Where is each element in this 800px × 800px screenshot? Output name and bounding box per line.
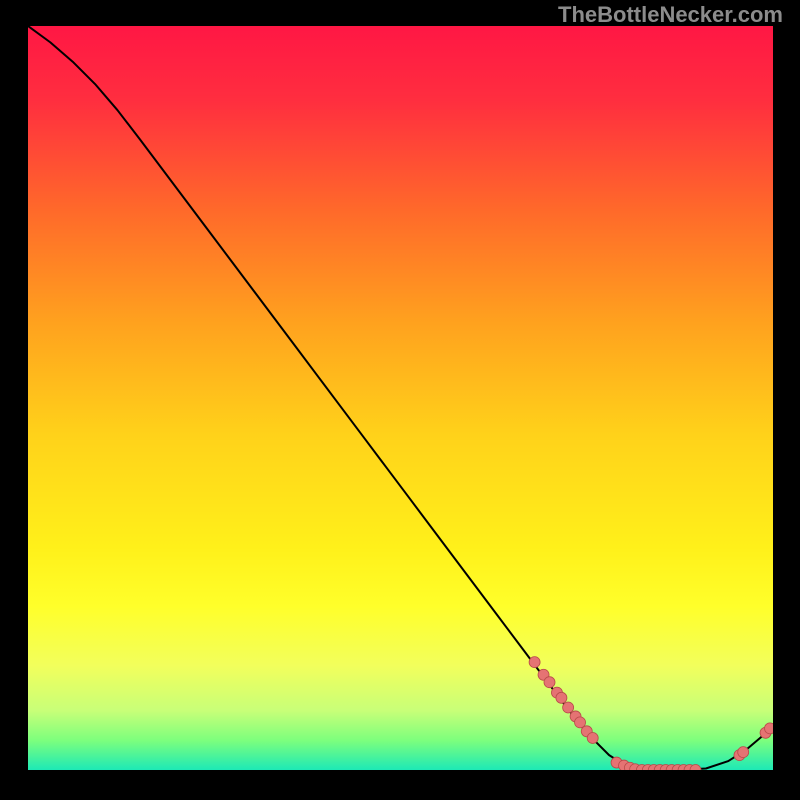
data-marker (765, 723, 773, 734)
data-marker (529, 657, 540, 668)
watermark-text: TheBottleNecker.com (558, 2, 783, 28)
data-marker (738, 747, 749, 758)
data-marker (587, 733, 598, 744)
data-marker (544, 677, 555, 688)
data-marker (556, 692, 567, 703)
chart-stage: TheBottleNecker.com (0, 0, 800, 800)
data-marker (563, 702, 574, 713)
plot-svg (28, 26, 773, 770)
